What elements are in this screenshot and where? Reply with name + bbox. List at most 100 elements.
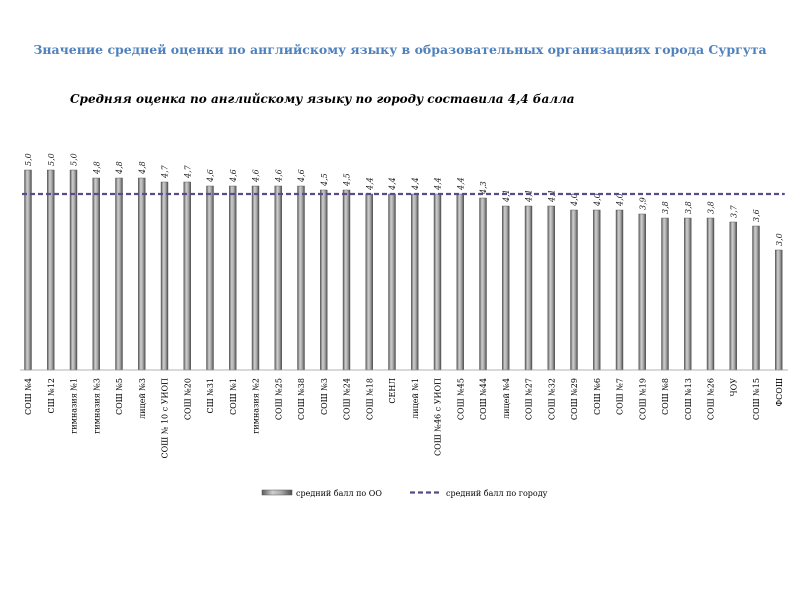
value-label: 4,6 xyxy=(206,169,215,183)
page-title: Значение средней оценки по английскому я… xyxy=(33,42,767,57)
category-label: СОШ №1 xyxy=(229,378,238,415)
category-label: ЧОУ xyxy=(729,378,738,397)
category-label: гимназия №3 xyxy=(92,378,101,434)
bar xyxy=(593,209,601,371)
bar xyxy=(388,193,396,371)
category-label: СОШ №46 с УИОП xyxy=(434,378,443,456)
value-label: 3,6 xyxy=(752,209,761,222)
bar xyxy=(615,209,624,371)
bar xyxy=(183,181,191,371)
value-label: 4,3 xyxy=(479,181,488,195)
value-label: 4,5 xyxy=(320,173,329,187)
bar xyxy=(524,205,533,371)
category-label: СОШ №13 xyxy=(684,378,693,420)
category-label: СОШ №8 xyxy=(661,378,670,415)
category-label: СОШ №29 xyxy=(570,378,579,420)
category-label: ФСОШ xyxy=(775,378,784,406)
bar xyxy=(684,217,692,371)
category-label: гимназия №2 xyxy=(252,378,261,434)
value-label: 4,0 xyxy=(593,193,602,207)
bar xyxy=(115,177,123,371)
category-label: гимназия №1 xyxy=(70,378,79,434)
value-label: 4,6 xyxy=(274,169,283,183)
bar xyxy=(638,213,646,371)
category-label: СОШ №25 xyxy=(274,378,283,420)
value-label: 5,0 xyxy=(70,153,79,166)
bar xyxy=(365,193,373,371)
value-label: 4,0 xyxy=(570,193,579,207)
category-label: СОШ №38 xyxy=(297,378,306,420)
bar xyxy=(502,205,510,371)
category-label: СОШ №44 xyxy=(479,378,488,420)
value-label: 3,9 xyxy=(638,197,647,210)
value-label: 4,6 xyxy=(297,169,306,183)
value-label: 4,4 xyxy=(411,177,420,191)
bar xyxy=(206,185,214,371)
bar xyxy=(251,185,260,371)
bar xyxy=(160,181,169,371)
bar xyxy=(547,205,555,371)
bar xyxy=(47,169,55,371)
category-label: СОШ №5 xyxy=(115,378,124,415)
value-label: 4,8 xyxy=(138,161,147,175)
legend-swatch-bar xyxy=(261,489,293,496)
bar xyxy=(320,189,328,371)
bar xyxy=(69,169,78,371)
value-label: 3,8 xyxy=(707,201,716,214)
bar xyxy=(752,225,760,371)
value-label: 4,8 xyxy=(115,161,124,175)
category-label: СОШ №45 xyxy=(456,378,465,420)
value-label: 4,0 xyxy=(616,193,625,207)
bar xyxy=(729,221,737,371)
bar xyxy=(456,193,464,371)
bar xyxy=(570,209,578,371)
category-label: СОШ №32 xyxy=(547,378,556,420)
value-label: 4,7 xyxy=(161,164,170,179)
value-label: 4,1 xyxy=(502,189,511,203)
value-label: 3,7 xyxy=(729,204,738,218)
category-label: лицей №1 xyxy=(411,378,420,419)
legend: средний балл по ОО средний балл по город… xyxy=(261,489,548,498)
bar xyxy=(274,185,282,371)
bar xyxy=(138,177,146,371)
category-label: СОШ №6 xyxy=(593,378,602,415)
category-label: лицей №3 xyxy=(138,378,147,419)
category-label: СШ №12 xyxy=(47,378,56,414)
bar xyxy=(229,185,237,371)
value-label: 4,7 xyxy=(183,164,192,179)
value-label: 4,8 xyxy=(92,161,101,175)
category-label: СОШ №27 xyxy=(525,378,534,420)
legend-label-line: средний балл по городу xyxy=(446,489,548,498)
category-label: СШ №31 xyxy=(206,378,215,414)
category-label: СОШ №15 xyxy=(752,378,761,420)
value-label: 4,4 xyxy=(456,177,465,191)
category-label: СЕНЛ xyxy=(388,378,397,404)
bar xyxy=(775,249,783,371)
bar xyxy=(342,189,351,371)
value-label: 3,0 xyxy=(775,233,784,246)
value-label: 4,4 xyxy=(365,177,374,191)
value-label: 3,8 xyxy=(684,201,693,214)
legend-label-bar: средний балл по ОО xyxy=(296,489,382,498)
category-label: СОШ №20 xyxy=(183,378,192,420)
category-label: СОШ №18 xyxy=(365,378,374,420)
bar xyxy=(92,177,100,371)
category-label: лицей №4 xyxy=(502,378,511,419)
category-label: СОШ №3 xyxy=(320,378,329,415)
value-label: 4,6 xyxy=(252,169,261,183)
value-label: 4,5 xyxy=(343,173,352,187)
bar xyxy=(24,169,32,371)
value-label: 3,8 xyxy=(661,201,670,214)
category-label: СОШ №4 xyxy=(24,378,33,415)
value-label: 4,1 xyxy=(547,189,556,203)
category-label: СОШ №7 xyxy=(616,378,625,415)
bar xyxy=(411,193,419,371)
value-label: 4,4 xyxy=(434,177,443,191)
chart-title: Средняя оценка по английскому языку по г… xyxy=(70,92,575,106)
category-label: СОШ №24 xyxy=(343,378,352,420)
category-label: СОШ №19 xyxy=(638,378,647,420)
bar xyxy=(433,193,442,371)
value-label: 4,1 xyxy=(525,189,534,203)
bar xyxy=(479,197,487,371)
